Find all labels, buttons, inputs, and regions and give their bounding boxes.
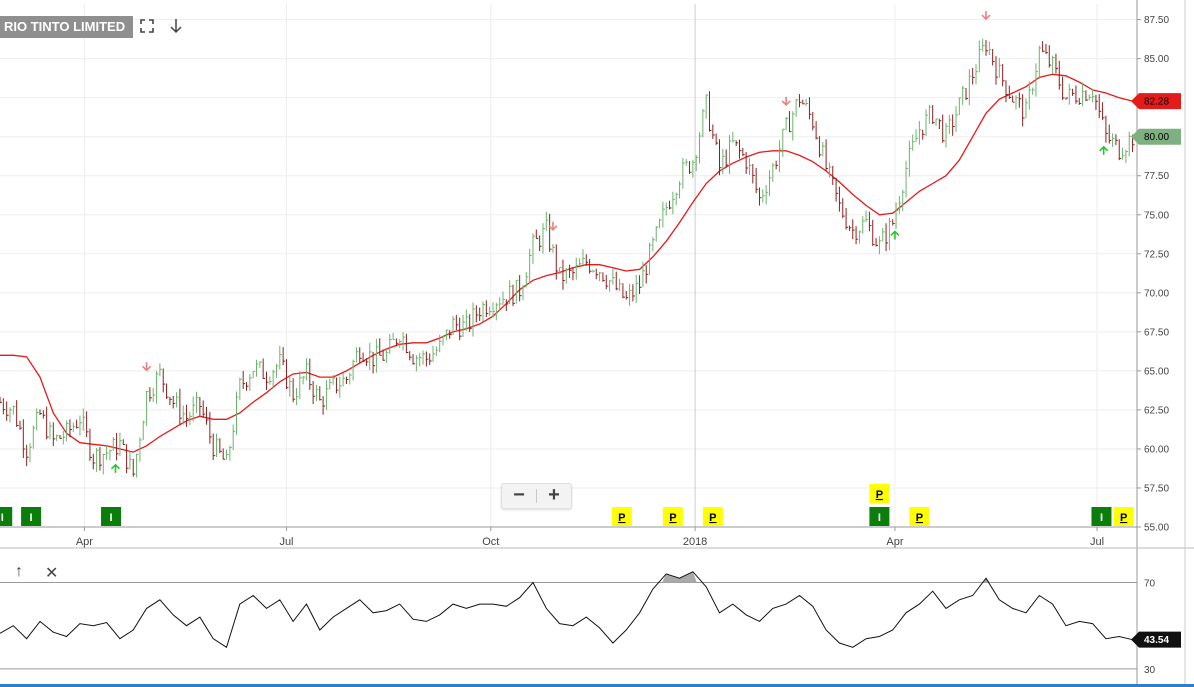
marker-label: P	[618, 512, 625, 524]
bottom-border	[0, 684, 1194, 687]
rsi-tick-label: 70	[1144, 579, 1156, 590]
price-tick-label: 62.50	[1144, 405, 1169, 416]
signal-arrows	[110, 11, 1109, 473]
marker-label: P	[1120, 512, 1127, 524]
info-marker	[1091, 507, 1112, 526]
marker-label: I	[1, 512, 4, 524]
moving-average-badge-text: 82.28	[1144, 97, 1169, 108]
price-axis: 87.5085.0082.5080.0077.5075.0072.5070.00…	[1131, 15, 1181, 534]
sell-signal-arrow	[981, 11, 991, 21]
close-icon[interactable]: ✕	[45, 565, 59, 582]
buy-signal-arrow	[110, 463, 121, 473]
time-tick-label: Jul	[279, 536, 293, 548]
last-price-badge-shape	[1131, 128, 1181, 145]
rsi-value-text: 43.54	[1144, 635, 1169, 646]
price-tick-label: 55.00	[1144, 523, 1169, 534]
zoom-separator	[536, 489, 537, 503]
p-marker	[662, 507, 683, 526]
marker-label: P	[876, 489, 883, 501]
info-marker	[21, 507, 42, 526]
p-marker	[1113, 507, 1134, 526]
rsi-value-badge	[1131, 631, 1181, 648]
price-tick-label: 65.00	[1144, 366, 1169, 377]
marker-label: P	[916, 512, 923, 524]
time-tick-label: Oct	[482, 536, 499, 548]
price-tick-label: 57.50	[1144, 483, 1169, 494]
price-tick-label: 85.00	[1144, 54, 1169, 65]
zoom-in-button[interactable]: +	[548, 484, 560, 506]
price-tick-label: 60.00	[1144, 444, 1169, 455]
price-tick-label: 75.00	[1144, 210, 1169, 221]
marker-label: P	[709, 512, 716, 524]
time-tick-label: Apr	[886, 536, 903, 548]
price-tick-label: 70.00	[1144, 288, 1169, 299]
fullscreen-icon[interactable]	[140, 19, 154, 36]
price-bars	[0, 38, 1135, 478]
price-tick-label: 87.50	[1144, 15, 1169, 26]
arrow-down-icon[interactable]	[169, 18, 183, 37]
marker-label: I	[878, 512, 881, 524]
info-marker	[101, 507, 122, 526]
p-marker	[702, 507, 723, 526]
time-tick-label: Apr	[76, 536, 93, 548]
sell-signal-arrow	[548, 221, 558, 231]
rsi-tick-label: 30	[1144, 665, 1156, 676]
marker-label: I	[110, 512, 113, 524]
info-marker	[0, 507, 13, 526]
marker-label: I	[1100, 512, 1103, 524]
info-marker	[869, 507, 890, 526]
p-marker	[869, 484, 890, 503]
time-tick-label: Jul	[1090, 536, 1104, 548]
marker-label: I	[30, 512, 33, 524]
marker-label: P	[669, 512, 676, 524]
last-price-badge: 80.00	[1131, 128, 1181, 145]
price-tick-label: 77.50	[1144, 171, 1169, 182]
time-axis: Apr Jul Oct 2018 Apr Jul	[76, 527, 1104, 548]
moving-average-badge: 82.28	[1131, 93, 1181, 110]
chart-title: RIO TINTO LIMITED	[0, 16, 134, 38]
buy-signal-arrow	[1099, 145, 1109, 155]
arrow-up-icon[interactable]: ↑	[15, 563, 23, 580]
zoom-out-button[interactable]: −	[513, 484, 525, 506]
moving-average-badge-shape	[1131, 93, 1181, 110]
zoom-control: − +	[501, 483, 572, 509]
price-tick-label: 72.50	[1144, 249, 1169, 260]
last-price-badge-text: 80.00	[1144, 132, 1169, 143]
buy-signal-arrow	[890, 230, 900, 240]
price-tick-label: 67.50	[1144, 327, 1169, 338]
rsi-line	[0, 571, 1133, 649]
p-marker	[611, 507, 632, 526]
time-tick-label: 2018	[683, 536, 707, 548]
p-marker	[909, 507, 930, 526]
sell-signal-arrow	[781, 96, 791, 107]
rsi-panel: 70 30 43.54	[0, 571, 1181, 676]
sell-signal-arrow	[142, 362, 152, 372]
